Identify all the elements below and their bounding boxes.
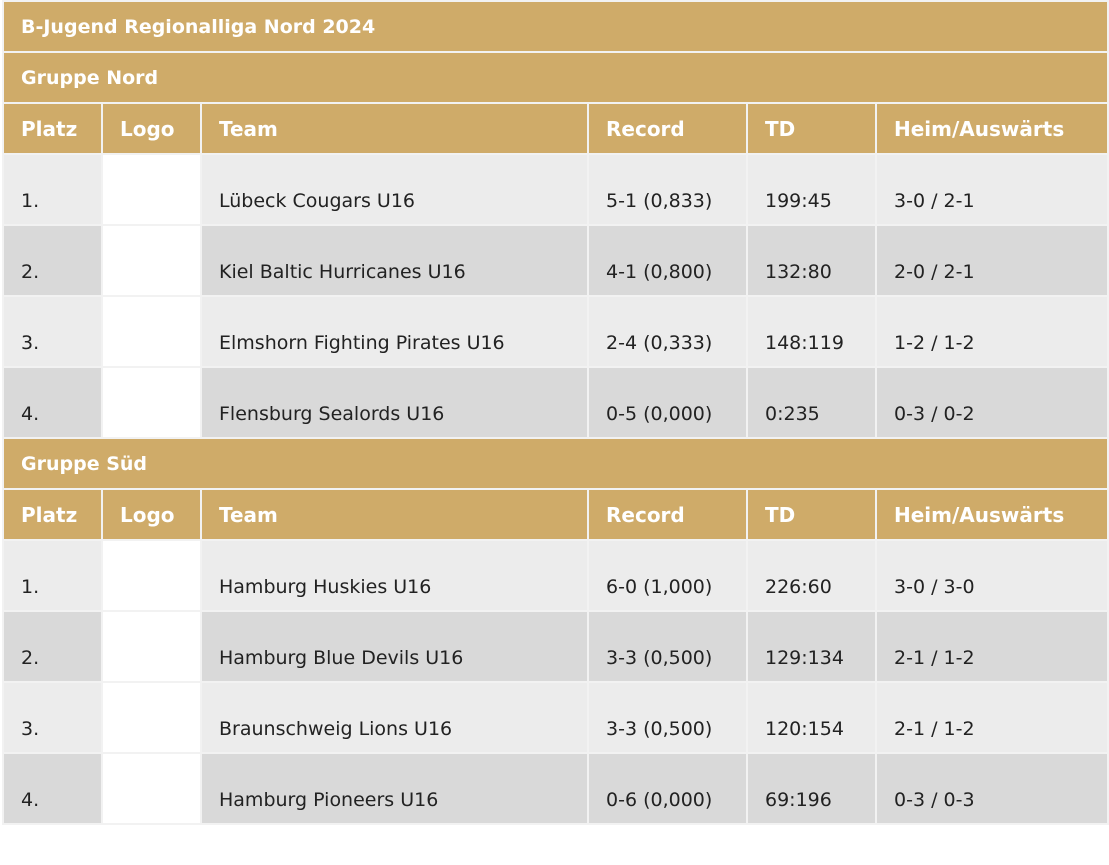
team-cell: Hamburg Pioneers U16 (200, 752, 589, 825)
logo-cell (101, 539, 202, 612)
group-title: Gruppe Nord (2, 51, 1109, 104)
logo-cell (101, 153, 202, 226)
rank-cell: 3. (2, 681, 103, 754)
column-header: Logo (101, 488, 202, 541)
record-cell: 2-4 (0,333) (587, 295, 748, 368)
column-header: Record (587, 102, 748, 155)
rank-cell: 4. (2, 752, 103, 825)
column-header: Heim/Auswärts (875, 488, 1109, 541)
rank-cell: 2. (2, 224, 103, 297)
logo-cell (101, 610, 202, 683)
home-away-cell: 3-0 / 3-0 (875, 539, 1109, 612)
team-cell: Elmshorn Fighting Pirates U16 (200, 295, 589, 368)
group-row: Gruppe Süd (2, 437, 1109, 490)
table-row: 2. Hamburg Blue Devils U16 3-3 (0,500) 129:… (2, 610, 1109, 683)
table-row: 3. Elmshorn Fighting Pirates U16 2-4 (0,33… (2, 295, 1109, 368)
column-header: TD (746, 102, 877, 155)
record-cell: 3-3 (0,500) (587, 610, 748, 683)
logo-cell (101, 681, 202, 754)
column-header: Team (200, 488, 589, 541)
record-cell: 0-6 (0,000) (587, 752, 748, 825)
logo-cell (101, 295, 202, 368)
record-cell: 5-1 (0,833) (587, 153, 748, 226)
record-cell: 4-1 (0,800) (587, 224, 748, 297)
td-cell: 129:134 (746, 610, 877, 683)
home-away-cell: 2-1 / 1-2 (875, 610, 1109, 683)
home-away-cell: 1-2 / 1-2 (875, 295, 1109, 368)
rank-cell: 1. (2, 153, 103, 226)
column-header: Heim/Auswärts (875, 102, 1109, 155)
column-header: Logo (101, 102, 202, 155)
table-title: B-Jugend Regionalliga Nord 2024 (2, 0, 1109, 53)
td-cell: 148:119 (746, 295, 877, 368)
rank-cell: 2. (2, 610, 103, 683)
home-away-cell: 0-3 / 0-2 (875, 366, 1109, 439)
record-cell: 0-5 (0,000) (587, 366, 748, 439)
column-header: Platz (2, 488, 103, 541)
team-cell: Lübeck Cougars U16 (200, 153, 589, 226)
group-row: Gruppe Nord (2, 51, 1109, 104)
team-cell: Kiel Baltic Hurricanes U16 (200, 224, 589, 297)
record-cell: 6-0 (1,000) (587, 539, 748, 612)
team-cell: Flensburg Sealords U16 (200, 366, 589, 439)
table-row: 1. Hamburg Huskies U16 6-0 (1,000) 226:60 3-… (2, 539, 1109, 612)
td-cell: 199:45 (746, 153, 877, 226)
table-row: 4. Flensburg Sealords U16 0-5 (0,000) 0:235… (2, 366, 1109, 439)
home-away-cell: 3-0 / 2-1 (875, 153, 1109, 226)
team-cell: Hamburg Blue Devils U16 (200, 610, 589, 683)
table-row: 4. Hamburg Pioneers U16 0-6 (0,000) 69:196 0… (2, 752, 1109, 825)
column-header: Platz (2, 102, 103, 155)
rank-cell: 3. (2, 295, 103, 368)
column-header: Team (200, 102, 589, 155)
td-cell: 69:196 (746, 752, 877, 825)
rank-cell: 1. (2, 539, 103, 612)
table-row: 3. Braunschweig Lions U16 3-3 (0,500) 120:1… (2, 681, 1109, 754)
team-cell: Braunschweig Lions U16 (200, 681, 589, 754)
standings-table: B-Jugend Regionalliga Nord 2024 Gruppe N… (2, 0, 1109, 825)
column-header-row: Platz Logo Team Record TD Heim/Auswärts (2, 102, 1109, 155)
rank-cell: 4. (2, 366, 103, 439)
home-away-cell: 2-1 / 1-2 (875, 681, 1109, 754)
home-away-cell: 2-0 / 2-1 (875, 224, 1109, 297)
logo-cell (101, 224, 202, 297)
table-title-row: B-Jugend Regionalliga Nord 2024 (2, 0, 1109, 53)
column-header: Record (587, 488, 748, 541)
record-cell: 3-3 (0,500) (587, 681, 748, 754)
logo-cell (101, 366, 202, 439)
logo-cell (101, 752, 202, 825)
td-cell: 132:80 (746, 224, 877, 297)
group-title: Gruppe Süd (2, 437, 1109, 490)
home-away-cell: 0-3 / 0-3 (875, 752, 1109, 825)
column-header: TD (746, 488, 877, 541)
team-cell: Hamburg Huskies U16 (200, 539, 589, 612)
table-row: 2. Kiel Baltic Hurricanes U16 4-1 (0,800) 1… (2, 224, 1109, 297)
td-cell: 226:60 (746, 539, 877, 612)
column-header-row: Platz Logo Team Record TD Heim/Auswärts (2, 488, 1109, 541)
table-row: 1. Lübeck Cougars U16 5-1 (0,833) 199:45 3-0… (2, 153, 1109, 226)
td-cell: 120:154 (746, 681, 877, 754)
td-cell: 0:235 (746, 366, 877, 439)
